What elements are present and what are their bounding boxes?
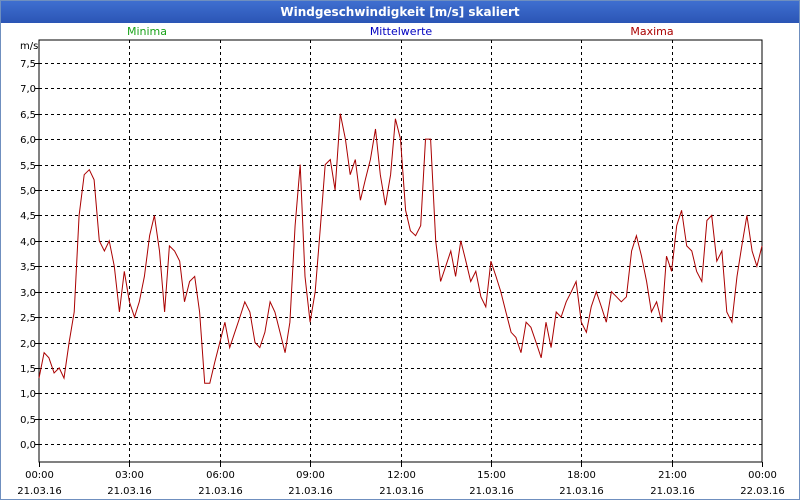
y-tick-label: 1,0 (20, 389, 36, 400)
y-tick-label: 7,5 (20, 59, 36, 70)
y-axis-label: m/s (20, 41, 38, 52)
legend: Minima Mittelwerte Maxima (127, 25, 674, 38)
y-tick-label: 7,0 (20, 84, 36, 95)
x-tick-date: 21.03.16 (559, 486, 604, 497)
x-tick-time: 06:00 (206, 470, 235, 481)
y-tick-label: 5,5 (20, 161, 36, 172)
x-tick-time: 12:00 (387, 470, 416, 481)
y-tick-label: 6,0 (20, 135, 36, 146)
x-tick-date: 21.03.16 (107, 486, 152, 497)
legend-maxima: Maxima (630, 25, 673, 38)
x-tick-date: 21.03.16 (379, 486, 424, 497)
x-tick-date: 21.03.16 (650, 486, 695, 497)
x-tick-date: 21.03.16 (469, 486, 514, 497)
y-tick-label: 4,5 (20, 211, 36, 222)
y-tick-label: 2,5 (20, 313, 36, 324)
x-tick-time: 00:00 (748, 470, 777, 481)
y-tick-label: 3,0 (20, 288, 36, 299)
y-tick-label: 6,5 (20, 110, 36, 121)
series (38, 113, 763, 384)
grid (39, 40, 762, 462)
legend-minima: Minima (127, 25, 167, 38)
y-tick-label: 4,0 (20, 237, 36, 248)
y-tick-label: 2,0 (20, 339, 36, 350)
series-line-maxima (38, 113, 763, 384)
y-tick-label: 5,0 (20, 186, 36, 197)
x-tick-time: 09:00 (296, 470, 325, 481)
plot-area (38, 39, 763, 463)
y-tick-label: 0,0 (20, 440, 36, 451)
x-tick-date: 21.03.16 (17, 486, 62, 497)
chart-title: Windgeschwindigkeit [m/s] skaliert (1, 1, 799, 23)
y-tick-label: 1,5 (20, 364, 36, 375)
axes: 0,0 0,5 1,0 1,5 2,0 2,5 3,0 3,5 4,0 4,5 5,0 5,5 6,0 6… (17, 39, 785, 497)
x-tick-time: 15:00 (477, 470, 506, 481)
x-tick-time: 18:00 (567, 470, 596, 481)
x-tick-date: 22.03.16 (740, 486, 785, 497)
x-tick-date: 21.03.16 (288, 486, 333, 497)
y-tick-label: 3,5 (20, 262, 36, 273)
x-tick-time: 03:00 (115, 470, 144, 481)
legend-mittelwerte: Mittelwerte (370, 25, 433, 38)
x-tick-date: 21.03.16 (198, 486, 243, 497)
x-tick-time: 00:00 (25, 470, 54, 481)
x-tick-time: 21:00 (658, 470, 687, 481)
y-tick-label: 0,5 (20, 415, 36, 426)
